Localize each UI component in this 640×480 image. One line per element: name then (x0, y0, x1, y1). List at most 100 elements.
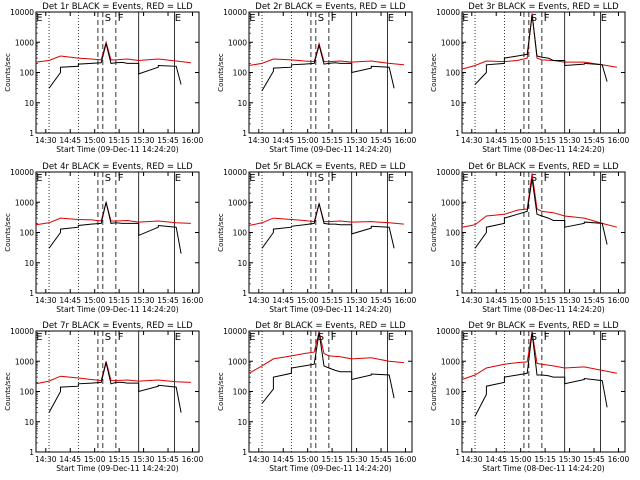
y-tick-label: 10 (237, 418, 247, 427)
x-tick-label: 15:15 (534, 136, 556, 145)
events-line (474, 178, 608, 249)
x-tick-label: 14:45 (485, 136, 507, 145)
x-tick-label: 15:15 (108, 455, 130, 464)
y-tick-label: 1 (29, 289, 34, 298)
interval-letter: F (331, 332, 337, 343)
interval-letter: E (175, 332, 181, 343)
interval-letter: F (118, 173, 124, 184)
interval-letter: S (531, 173, 537, 184)
panel-title: Det 8r BLACK = Events, RED = LLD (255, 321, 406, 331)
panel-title: Det 9r BLACK = Events, RED = LLD (468, 321, 619, 331)
lld-line (248, 41, 404, 66)
detector-panel-5: Det 5r BLACK = Events, RED = LLD 1 10 100 10… (217, 162, 417, 314)
y-tick-label: 10000 (10, 8, 34, 17)
lld-line (461, 173, 618, 228)
x-axis-label: Start Time (09-Dec-11 14:24:20) (56, 145, 178, 154)
x-axis-label: Start Time (09-Dec-11 14:24:20) (56, 305, 178, 314)
y-tick-label: 10 (237, 99, 247, 108)
detector-panel-9: Det 9r BLACK = Events, RED = LLD 1 10 100 10… (430, 321, 630, 473)
detector-panel-2: Det 2r BLACK = Events, RED = LLD 1 10 100 10… (217, 2, 417, 154)
y-tick-label: 10 (450, 418, 460, 427)
y-axis-label: Counts/sec (430, 213, 438, 252)
x-tick-label: 15:15 (321, 136, 343, 145)
y-axis-label: Counts/sec (217, 213, 225, 252)
x-tick-label: 15:45 (370, 136, 392, 145)
y-tick-label: 1 (242, 129, 247, 138)
events-line (261, 203, 395, 249)
interval-letter: F (331, 173, 337, 184)
y-tick-label: 100 (446, 69, 461, 78)
x-tick-label: 15:30 (559, 296, 581, 305)
interval-letter: E (249, 332, 255, 343)
interval-letter: E (462, 13, 468, 24)
y-axis-label: Counts/sec (217, 372, 225, 411)
x-tick-label: 16:00 (395, 296, 417, 305)
detector-panel-8: Det 8r BLACK = Events, RED = LLD 1 10 100 10… (217, 321, 417, 473)
interval-letter: E (601, 173, 607, 184)
detector-panel-4: Det 4r BLACK = Events, RED = LLD 1 10 100 10… (4, 162, 204, 314)
y-tick-label: 10000 (10, 327, 34, 336)
lld-line (35, 40, 191, 64)
lld-line (35, 361, 191, 385)
events-line (261, 332, 395, 404)
x-tick-label: 15:45 (157, 455, 179, 464)
y-tick-label: 100 (20, 229, 35, 238)
y-tick-label: 1000 (228, 357, 247, 366)
lld-line (248, 201, 404, 226)
x-tick-label: 15:00 (510, 296, 532, 305)
interval-letter: E (36, 173, 42, 184)
y-axis-label: Counts/sec (217, 53, 225, 92)
x-tick-label: 15:00 (297, 296, 319, 305)
y-axis-label: Counts/sec (4, 372, 12, 411)
x-tick-label: 14:45 (272, 296, 294, 305)
interval-letter: E (388, 332, 394, 343)
y-tick-label: 1 (455, 129, 460, 138)
y-tick-label: 10000 (223, 8, 247, 17)
x-tick-label: 16:00 (608, 136, 630, 145)
y-axis-label: Counts/sec (430, 53, 438, 92)
x-axis-label: Start Time (09-Dec-11 14:24:20) (269, 305, 391, 314)
y-tick-label: 100 (20, 69, 35, 78)
x-tick-label: 15:30 (346, 455, 368, 464)
x-tick-label: 15:00 (510, 455, 532, 464)
x-tick-label: 14:30 (248, 136, 270, 145)
x-tick-label: 14:45 (59, 296, 81, 305)
y-tick-label: 10 (450, 99, 460, 108)
events-line (261, 43, 395, 91)
interval-letter: F (118, 332, 124, 343)
y-tick-label: 1000 (228, 198, 247, 207)
x-tick-label: 15:00 (297, 136, 319, 145)
panel-title: Det 2r BLACK = Events, RED = LLD (255, 2, 406, 12)
events-line (48, 202, 182, 254)
interval-letter: E (175, 173, 181, 184)
x-tick-label: 14:45 (485, 455, 507, 464)
x-tick-label: 15:15 (321, 296, 343, 305)
x-tick-label: 14:30 (461, 296, 483, 305)
panel-title: Det 7r BLACK = Events, RED = LLD (42, 321, 193, 331)
x-tick-label: 15:15 (108, 296, 130, 305)
events-line (48, 43, 182, 89)
interval-letter: S (531, 13, 537, 24)
interval-letter: S (318, 173, 324, 184)
y-tick-label: 1 (455, 448, 460, 457)
y-tick-label: 100 (233, 388, 248, 397)
x-tick-label: 15:00 (510, 136, 532, 145)
y-tick-label: 10 (24, 99, 34, 108)
y-tick-label: 100 (446, 388, 461, 397)
lld-line (461, 331, 617, 380)
x-tick-label: 16:00 (182, 296, 204, 305)
y-axis-label: Counts/sec (430, 372, 438, 411)
y-tick-label: 1000 (15, 198, 34, 207)
x-tick-label: 15:15 (321, 455, 343, 464)
panel-title: Det 4r BLACK = Events, RED = LLD (42, 162, 193, 172)
y-tick-label: 10 (24, 259, 34, 268)
x-axis-label: Start Time (08-Dec-11 14:24:20) (482, 464, 604, 473)
x-tick-label: 15:15 (108, 136, 130, 145)
lld-line (461, 13, 617, 70)
y-axis-label: Counts/sec (4, 213, 12, 252)
x-tick-label: 14:30 (461, 455, 483, 464)
x-tick-label: 16:00 (395, 136, 417, 145)
x-tick-label: 15:45 (583, 136, 605, 145)
lld-line (35, 200, 191, 226)
